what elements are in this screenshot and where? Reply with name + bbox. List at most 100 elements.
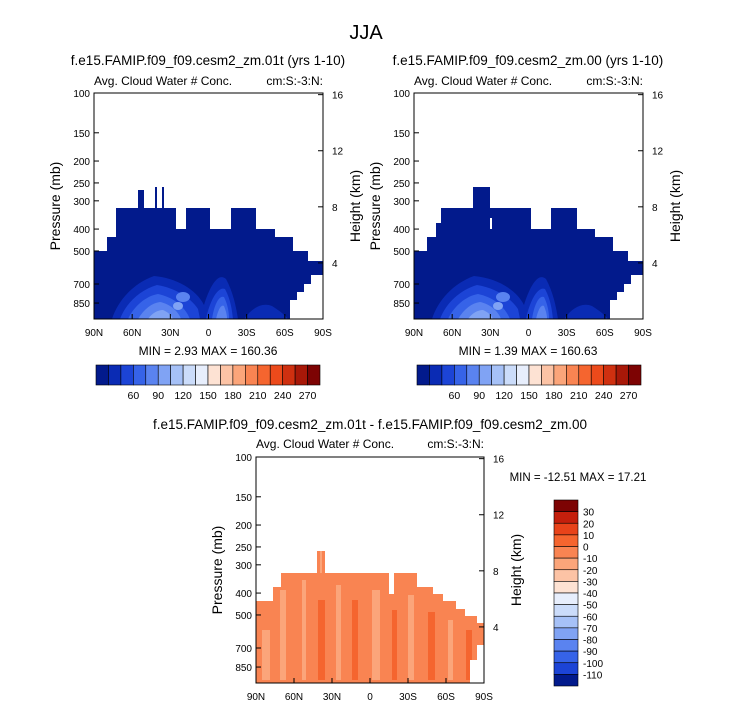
colorbar-diff-swatch [553,604,579,617]
panel-diff-ylabel-right: Height (km) [508,534,524,606]
panel-a-spike [162,187,164,211]
panel-a-xtick-label: 30S [238,328,256,339]
panel-b-xtick-label: 0 [526,328,532,339]
panel-b-xtick-label: 30N [481,328,499,339]
colorbar-a-swatch [257,364,271,386]
panel-diff-left-label: Avg. Cloud Water # Conc. [256,437,394,451]
colorbar-b-swatch [628,364,642,386]
colorbar-a-label: 180 [224,390,242,402]
panel-diff-cloud-region [256,551,484,683]
colorbar-diff-label: 20 [583,519,595,530]
colorbar-a-swatch [307,364,321,386]
panel-diff-ytick-label: 100 [235,453,252,464]
colorbar-diff-label: -40 [583,589,598,600]
panel-a-stats: MIN = 2.93 MAX = 160.36 [139,344,278,358]
colorbar-diff-swatch [553,511,579,524]
panel-b-ytick-right-label: 12 [652,147,664,158]
colorbar-diff: 3020100-10-20-30-40-50-60-70-80-90-100-1… [553,499,603,687]
panel-b-ylabel-right: Height (km) [667,170,683,242]
panel-a-left-label: Avg. Cloud Water # Conc. [94,74,232,88]
colorbar-a-label: 90 [152,390,164,402]
panel-diff-ylabel: Pressure (mb) [209,526,225,615]
panel-a-ytick-label: 150 [73,129,90,140]
colorbar-b-swatch [478,364,492,386]
colorbar-b-label: 210 [570,390,588,402]
colorbar-b: 60 90 120 150 180 210 240 270 [416,364,642,402]
panel-b-ytick-label: 500 [393,247,410,258]
panel-a-ytick-label: 500 [73,247,90,258]
colorbar-b-swatch [503,364,517,386]
colorbar-a-label: 270 [299,390,317,402]
panel-a-axes: 100 150 200 250 300 400 500 700 850 16 12 8 4 90N 60N 3… [73,89,343,339]
colorbar-b-label: 150 [520,390,538,402]
colorbar-diff-label: -30 [583,577,598,588]
colorbar-a-label: 210 [249,390,267,402]
panel-a-xtick-label: 30N [161,328,179,339]
panel-diff-ytick-right-label: 8 [493,567,499,578]
panel-b-ytick-right-label: 4 [652,259,658,270]
panel-a-ytick-right-label: 4 [332,259,338,270]
panel-b-ytick-right-label: 8 [652,203,658,214]
colorbar-diff-swatch [553,569,579,582]
panel-diff-axes: 100 150 200 250 300 400 500 700 850 16 12 8 4 90N 60N 3… [235,453,504,703]
panel-diff-xtick-label: 60S [437,692,455,703]
panel-diff-title: f.e15.FAMIP.f09_f09.cesm2_zm.01t - f.e15… [153,417,587,432]
colorbar-a-label: 120 [174,390,192,402]
panel-b-xtick-label: 30S [558,328,576,339]
panel-a-ytick-label: 850 [73,299,90,310]
panel-b-ytick-label: 300 [393,197,410,208]
panel-b-stats: MIN = 1.39 MAX = 160.63 [459,344,598,358]
panel-b: f.e15.FAMIP.f09_f09.cesm2_zm.00 (yrs 1-1… [367,53,683,358]
colorbar-a-swatch [170,364,184,386]
colorbar-b-swatch [590,364,604,386]
panel-b-ytick-right-label: 16 [652,91,664,102]
panel-diff-xtick-label: 60N [285,692,303,703]
panel-diff-ytick-right-label: 16 [493,455,505,466]
panel-diff-xtick-label: 30S [399,692,417,703]
panel-diff-field [256,551,484,683]
colorbar-b-label: 120 [495,390,513,402]
panel-b-left-label: Avg. Cloud Water # Conc. [414,74,552,88]
colorbar-diff-swatch [553,499,579,512]
panel-diff-ytick-label: 700 [235,644,252,655]
colorbar-diff-swatch [553,522,579,536]
panel-a-xtick-label: 90S [314,328,332,339]
panel-diff-xtick-label: 90S [475,692,493,703]
panel-a-right-label: cm:S:-3:N: [266,74,323,88]
panel-a-gap [180,208,182,229]
colorbar-diff-label: 30 [583,508,595,519]
colorbar-a-label: 240 [274,390,292,402]
colorbar-b-swatch [615,364,629,386]
panel-a-title: f.e15.FAMIP.f09_f09.cesm2_zm.01t (yrs 1-… [71,53,345,68]
colorbar-diff-label: -110 [583,670,603,681]
panel-a-field [94,187,323,319]
colorbar-diff-swatch [553,627,579,640]
colorbar-b-swatch [416,364,430,386]
colorbar-b-swatch [541,364,555,386]
colorbar-diff-label: -90 [583,647,598,658]
panel-diff-ytick-label: 250 [235,543,252,554]
panel-a: f.e15.FAMIP.f09_f09.cesm2_zm.01t (yrs 1-… [47,53,363,358]
colorbar-diff-swatch [553,534,579,547]
colorbar-b-swatch [491,364,505,386]
colorbar-b-swatch [528,364,542,386]
panel-a-ytick-label: 300 [73,197,90,208]
colorbar-a-swatch [157,364,171,386]
panel-b-ytick-label: 150 [393,129,410,140]
colorbar-diff-label: -100 [583,659,603,670]
colorbar-b-swatch [441,364,455,386]
panel-a-ytick-label: 200 [73,157,90,168]
colorbar-diff-label: 10 [583,531,595,542]
colorbar-diff-swatch [553,639,579,652]
panel-a-ytick-right-label: 8 [332,203,338,214]
panel-diff-ytick-label: 150 [235,493,252,504]
panel-diff-xtick-label: 0 [367,692,373,703]
panel-b-ytick-label: 400 [393,225,410,236]
panel-b-contours [432,276,608,319]
colorbar-diff-swatch [553,662,579,675]
colorbar-diff-label: 0 [583,543,589,554]
panel-b-ytick-label: 100 [393,89,410,100]
colorbar-b-label: 180 [545,390,563,402]
colorbar-diff-label: -60 [583,612,598,623]
panel-diff-xtick-label: 90N [247,692,265,703]
